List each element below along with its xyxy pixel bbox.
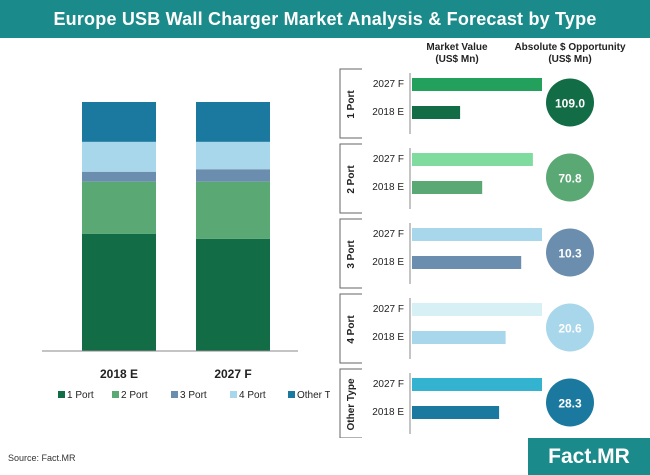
header-opportunity: Absolute $ Opportunity (US$ Mn): [514, 42, 626, 65]
legend-label: 1 Port: [67, 390, 94, 401]
legend-swatch: [112, 391, 119, 398]
bar-other-type-2027-f: [412, 378, 542, 391]
bar-other-type-2018-e: [412, 406, 500, 419]
header-market-value: Market Value (US$ Mn): [426, 42, 488, 65]
group-other-type: Other Type 2027 F 2018 E 28.3: [339, 368, 594, 438]
opportunity-circle: [546, 378, 594, 427]
group-label: Other Type: [346, 378, 357, 430]
bar-label: 2027 F: [373, 154, 404, 165]
group-3-port: 3 Port 2027 F 2018 E 10.3: [339, 218, 594, 289]
bar-label: 2027 F: [373, 379, 404, 390]
bar-2027-f-2-port: [196, 181, 270, 239]
legend-label: 2 Port: [121, 390, 148, 401]
bar-2018-e-2-port: [82, 181, 156, 234]
bar-label: 2018 E: [372, 182, 404, 193]
group-1-port: 1 Port 2027 F 2018 E 109.0: [339, 68, 594, 139]
legend-label: 3 Port: [180, 390, 207, 401]
factmr-logo: Fact.MR: [528, 438, 650, 475]
opportunity-circle: [546, 78, 594, 127]
bar-4-port-2018-e: [412, 331, 506, 344]
opportunity-value: 10.3: [558, 247, 582, 261]
legend-swatch: [288, 391, 295, 398]
x-tick-label: 2018 E: [100, 367, 138, 381]
legend-swatch: [171, 391, 178, 398]
opportunity-circle: [546, 153, 594, 202]
opportunity-value: 109.0: [555, 97, 585, 111]
source-note: Source: Fact.MR: [8, 453, 76, 463]
bar-2018-e-other-type: [82, 102, 156, 142]
legend-item-4-port: 4 Port: [230, 390, 266, 401]
legend-label: 4 Port: [239, 390, 266, 401]
group-label: 4 Port: [346, 315, 357, 344]
chart-title: Europe USB Wall Charger Market Analysis …: [53, 8, 597, 29]
group-label: 3 Port: [346, 240, 357, 269]
bar-label: 2027 F: [373, 229, 404, 240]
opportunity-value: 70.8: [558, 172, 582, 186]
bar-label: 2027 F: [373, 304, 404, 315]
opportunity-circle: [546, 303, 594, 352]
opportunity-value: 20.6: [558, 322, 582, 336]
group-label: 2 Port: [346, 165, 357, 194]
legend-item-1-port: 1 Port: [58, 390, 94, 401]
bar-4-port-2027-f: [412, 303, 542, 316]
legend-swatch: [230, 391, 237, 398]
legend-item-other-type: Other Type: [288, 390, 330, 401]
legend-label: Other Type: [297, 390, 330, 401]
bar-label: 2018 E: [372, 107, 404, 118]
group-2-port: 2 Port 2027 F 2018 E 70.8: [339, 143, 594, 214]
bar-label: 2018 E: [372, 332, 404, 343]
legend-item-2-port: 2 Port: [112, 390, 148, 401]
bar-label: 2027 F: [373, 79, 404, 90]
bar-1-port-2018-e: [412, 106, 461, 119]
opportunity-value: 28.3: [558, 397, 582, 411]
stacked-bar-chart: 2018 E 2027 F 1 Port 2 Port 3 Port 4 Port Othe…: [42, 102, 330, 401]
bar-1-port-2027-f: [412, 78, 542, 91]
x-tick-label: 2027 F: [214, 367, 251, 381]
logo-text: Fact.MR: [548, 444, 630, 468]
group-bracket: [339, 368, 362, 438]
group-bracket: [339, 68, 362, 139]
bar-2027-f-4-port: [196, 141, 270, 170]
bar-2-port-2027-f: [412, 153, 533, 166]
title-bar: Europe USB Wall Charger Market Analysis …: [0, 0, 650, 38]
bar-2027-f-3-port: [196, 169, 270, 182]
group-bracket: [339, 143, 362, 214]
legend-item-3-port: 3 Port: [171, 390, 207, 401]
bar-label: 2018 E: [372, 407, 404, 418]
opportunity-circle: [546, 228, 594, 277]
bar-2-port-2018-e: [412, 181, 483, 194]
group-4-port: 4 Port 2027 F 2018 E 20.6: [339, 293, 594, 364]
bar-3-port-2018-e: [412, 256, 522, 269]
group-bracket: [339, 293, 362, 364]
market-value-chart: Market Value (US$ Mn) Absolute $ Opportuni…: [339, 42, 626, 438]
bar-2027-f-1-port: [196, 238, 270, 351]
group-label: 1 Port: [346, 90, 357, 119]
bar-3-port-2027-f: [412, 228, 542, 241]
bar-2027-f-other-type: [196, 102, 270, 142]
group-bracket: [339, 218, 362, 289]
bar-label: 2018 E: [372, 257, 404, 268]
bar-2018-e-1-port: [82, 233, 156, 351]
legend-swatch: [58, 391, 65, 398]
bar-2018-e-3-port: [82, 171, 156, 182]
bar-2018-e-4-port: [82, 141, 156, 172]
